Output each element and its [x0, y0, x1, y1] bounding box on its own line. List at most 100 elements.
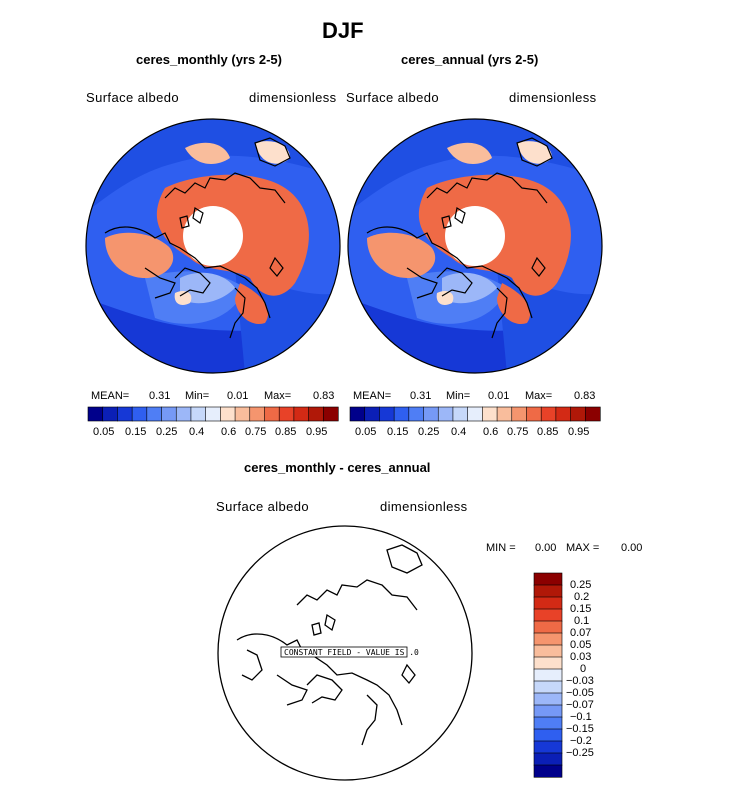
cbar1-tick-4: 0.6: [221, 426, 237, 438]
panel-1-coastlines: [104, 137, 291, 339]
diff-max-value: 0.00: [621, 542, 643, 554]
cbar3-tick-2: 0.15: [570, 603, 592, 615]
panel-2-max-value: 0.83: [574, 390, 596, 402]
panel-1-mean-value: 0.31: [149, 390, 171, 402]
cbar3-swatch-6: [533, 644, 563, 658]
cbar2-tick-0: 0.05: [355, 426, 377, 438]
cbar2-swatch-5: [423, 406, 439, 422]
diff-min-value: 0.00: [535, 542, 557, 554]
cbar1-swatch-8: [205, 406, 221, 422]
cbar3-tick-12: −0.15: [566, 723, 594, 735]
cbar3-swatch-5: [533, 632, 563, 646]
diff-colorbar-labels: 0.25 0.2 0.15 0.1 0.07 0.05 0.03 0 −0.03…: [566, 573, 626, 777]
panel-2-map: [347, 118, 603, 374]
cbar3-tick-6: 0.03: [570, 651, 592, 663]
diff-subtitle: ceres_monthly - ceres_annual: [244, 460, 431, 475]
cbar2-swatch-1: [364, 406, 381, 422]
cbar1-tick-6: 0.85: [275, 426, 297, 438]
diff-max-label: MAX =: [566, 542, 600, 554]
cbar1-swatch-12: [264, 406, 280, 422]
cbar1-swatch-5: [161, 406, 177, 422]
cbar3-swatch-3: [533, 608, 563, 622]
cbar1-swatch-13: [278, 406, 295, 422]
cbar3-swatch-15: [533, 752, 563, 766]
cbar1-swatch-1: [102, 406, 119, 422]
cbar1-swatch-0: [87, 406, 104, 422]
diff-coastlines: [236, 544, 423, 746]
cbar1-swatch-2: [117, 406, 133, 422]
cbar3-tick-1: 0.2: [574, 591, 590, 603]
panel-1-colorbar: [87, 406, 339, 422]
panel-2-colorbar-labels: 0.05 0.15 0.25 0.4 0.6 0.75 0.85 0.95: [350, 426, 600, 440]
cbar2-tick-5: 0.75: [507, 426, 529, 438]
cbar3-swatch-12: [533, 716, 563, 730]
cbar3-tick-3: 0.1: [574, 615, 590, 627]
cbar2-swatch-16: [584, 406, 601, 422]
cbar1-tick-0: 0.05: [93, 426, 115, 438]
cbar3-swatch-4: [533, 620, 563, 634]
cbar1-swatch-4: [146, 406, 163, 422]
panel-2-min-value: 0.01: [488, 390, 510, 402]
cbar3-swatch-1: [533, 584, 563, 598]
panel-2-mean-label: MEAN=: [353, 390, 392, 402]
cbar2-swatch-14: [555, 406, 572, 422]
panel-1-subtitle: ceres_monthly (yrs 2-5): [136, 52, 282, 67]
cbar2-swatch-13: [540, 406, 557, 422]
panel-2-coastlines: [366, 137, 553, 339]
cbar2-swatch-0: [349, 406, 366, 422]
panel-1-units: dimensionless: [249, 90, 337, 105]
cbar1-swatch-7: [190, 406, 207, 422]
cbar1-swatch-11: [249, 406, 266, 422]
cbar3-swatch-2: [533, 596, 563, 610]
cbar1-swatch-14: [293, 406, 310, 422]
cbar3-swatch-7: [533, 656, 563, 670]
panel-1-map: [85, 118, 341, 374]
cbar2-tick-6: 0.85: [537, 426, 559, 438]
panel-1-albedo-field: [86, 119, 340, 373]
panel-2-min-label: Min=: [446, 390, 471, 402]
cbar2-swatch-12: [526, 406, 542, 422]
cbar3-tick-0: 0.25: [570, 579, 592, 591]
cbar1-tick-2: 0.25: [156, 426, 178, 438]
panel-1-min-value: 0.01: [227, 390, 249, 402]
cbar3-tick-7: 0: [580, 663, 587, 675]
cbar3-tick-13: −0.2: [570, 735, 592, 747]
cbar3-swatch-13: [533, 728, 563, 742]
panel-1-colorbar-labels: 0.05 0.15 0.25 0.4 0.6 0.75 0.85 0.95: [88, 426, 338, 440]
panel-2-variable: Surface albedo: [346, 90, 440, 105]
cbar3-swatch-14: [533, 740, 563, 754]
diff-variable: Surface albedo: [216, 499, 310, 514]
cbar2-swatch-8: [467, 406, 483, 422]
panel-2-units: dimensionless: [509, 90, 597, 105]
cbar3-swatch-9: [533, 680, 563, 694]
cbar2-tick-1: 0.15: [387, 426, 409, 438]
cbar2-swatch-9: [482, 406, 498, 422]
cbar1-swatch-15: [308, 406, 324, 422]
panel-1-max-value: 0.83: [313, 390, 335, 402]
cbar2-tick-4: 0.6: [483, 426, 499, 438]
cbar3-tick-8: −0.03: [566, 675, 594, 687]
cbar1-tick-7: 0.95: [306, 426, 328, 438]
cbar2-swatch-2: [379, 406, 395, 422]
cbar2-tick-7: 0.95: [568, 426, 590, 438]
cbar1-tick-3: 0.4: [189, 426, 205, 438]
diff-units: dimensionless: [380, 499, 468, 514]
cbar2-swatch-7: [452, 406, 469, 422]
cbar1-tick-1: 0.15: [125, 426, 147, 438]
cbar1-tick-5: 0.75: [245, 426, 267, 438]
panel-2-max-label: Max=: [525, 390, 553, 402]
cbar2-swatch-6: [437, 406, 454, 422]
cbar2-swatch-15: [570, 406, 586, 422]
panel-1-min-label: Min=: [185, 390, 210, 402]
cbar3-swatch-11: [533, 704, 563, 718]
cbar3-swatch-8: [533, 668, 563, 682]
cbar3-swatch-10: [533, 692, 563, 706]
page-title: DJF: [322, 18, 364, 43]
panel-2-mean-value: 0.31: [410, 390, 432, 402]
cbar1-swatch-3: [131, 406, 148, 422]
cbar3-tick-9: −0.05: [566, 687, 594, 699]
cbar2-swatch-3: [393, 406, 410, 422]
cbar1-swatch-9: [220, 406, 236, 422]
cbar3-tick-10: −0.07: [566, 699, 594, 711]
diff-min-label: MIN =: [486, 542, 516, 554]
